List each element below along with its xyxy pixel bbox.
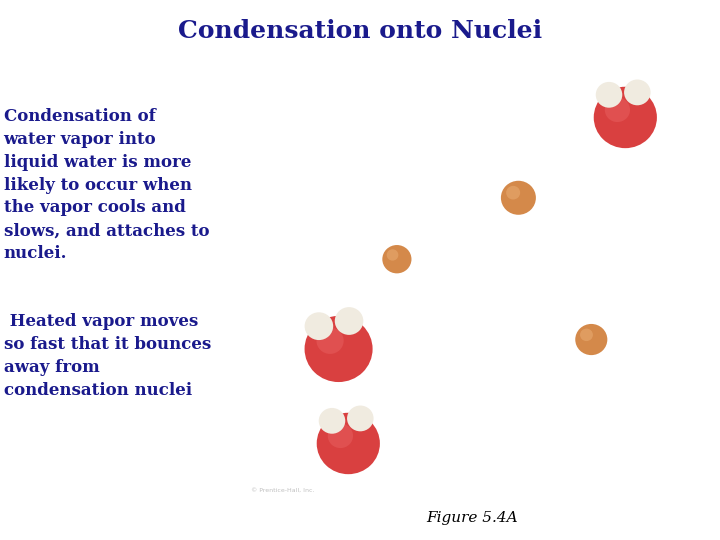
Circle shape	[328, 423, 353, 448]
Circle shape	[317, 413, 380, 474]
Circle shape	[624, 79, 651, 105]
Text: Figure 5.4A: Figure 5.4A	[426, 511, 518, 525]
Circle shape	[575, 324, 608, 355]
Circle shape	[317, 327, 343, 354]
Text: Heated vapor moves
so fast that it bounces
away from
condensation nuclei: Heated vapor moves so fast that it bounc…	[4, 313, 211, 399]
Text: © Prentice-Hall, Inc.: © Prentice-Hall, Inc.	[251, 488, 315, 493]
Circle shape	[605, 98, 630, 122]
Circle shape	[387, 249, 398, 261]
Circle shape	[580, 329, 593, 341]
Circle shape	[382, 245, 412, 273]
Text: Condensation of
water vapor into
liquid water is more
likely to occur when
the v: Condensation of water vapor into liquid …	[4, 108, 209, 262]
Circle shape	[594, 87, 657, 148]
Circle shape	[335, 307, 364, 335]
Circle shape	[506, 186, 520, 199]
Text: Warm Air: Warm Air	[383, 60, 479, 81]
Circle shape	[501, 181, 536, 215]
Text: Nuclei: Nuclei	[499, 249, 564, 269]
Circle shape	[319, 408, 346, 434]
Circle shape	[595, 82, 622, 107]
Circle shape	[305, 312, 333, 340]
Circle shape	[347, 406, 374, 431]
Text: Condensation onto Nuclei: Condensation onto Nuclei	[178, 19, 542, 43]
Circle shape	[305, 316, 373, 382]
